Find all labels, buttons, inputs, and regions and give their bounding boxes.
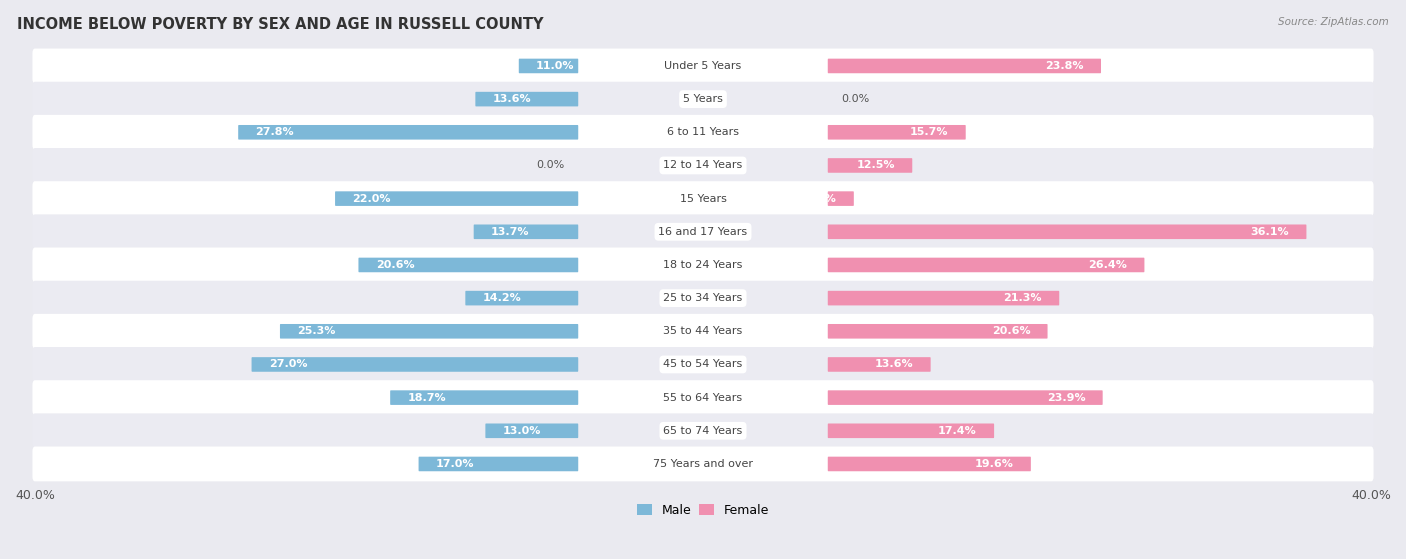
FancyBboxPatch shape: [32, 347, 1374, 382]
FancyBboxPatch shape: [828, 291, 1059, 305]
FancyBboxPatch shape: [32, 49, 1374, 83]
FancyBboxPatch shape: [32, 214, 1374, 249]
FancyBboxPatch shape: [828, 457, 1031, 471]
Text: 17.4%: 17.4%: [938, 426, 977, 436]
Text: 75 Years and over: 75 Years and over: [652, 459, 754, 469]
FancyBboxPatch shape: [828, 424, 994, 438]
Text: 13.7%: 13.7%: [491, 227, 530, 237]
Text: 12.5%: 12.5%: [856, 160, 896, 170]
FancyBboxPatch shape: [335, 191, 578, 206]
Text: Source: ZipAtlas.com: Source: ZipAtlas.com: [1278, 17, 1389, 27]
FancyBboxPatch shape: [32, 181, 1374, 216]
Text: 5 Years: 5 Years: [683, 94, 723, 104]
FancyBboxPatch shape: [391, 390, 578, 405]
FancyBboxPatch shape: [828, 59, 1101, 73]
Text: 6 to 11 Years: 6 to 11 Years: [666, 127, 740, 138]
Text: 36.1%: 36.1%: [1250, 227, 1289, 237]
FancyBboxPatch shape: [828, 390, 1102, 405]
FancyBboxPatch shape: [32, 115, 1374, 150]
FancyBboxPatch shape: [465, 291, 578, 305]
FancyBboxPatch shape: [419, 457, 578, 471]
Text: 16 and 17 Years: 16 and 17 Years: [658, 227, 748, 237]
Text: 35 to 44 Years: 35 to 44 Years: [664, 326, 742, 337]
Text: 25 to 34 Years: 25 to 34 Years: [664, 293, 742, 303]
Text: 0.0%: 0.0%: [842, 94, 870, 104]
FancyBboxPatch shape: [828, 324, 1047, 339]
Text: 18.7%: 18.7%: [408, 392, 446, 402]
FancyBboxPatch shape: [280, 324, 578, 339]
FancyBboxPatch shape: [485, 424, 578, 438]
FancyBboxPatch shape: [828, 191, 853, 206]
FancyBboxPatch shape: [252, 357, 578, 372]
Text: 13.6%: 13.6%: [875, 359, 914, 369]
FancyBboxPatch shape: [32, 380, 1374, 415]
Text: 17.0%: 17.0%: [436, 459, 474, 469]
FancyBboxPatch shape: [32, 281, 1374, 315]
FancyBboxPatch shape: [32, 148, 1374, 183]
Text: 27.0%: 27.0%: [269, 359, 308, 369]
FancyBboxPatch shape: [828, 158, 912, 173]
Text: 13.6%: 13.6%: [492, 94, 531, 104]
Text: 15.7%: 15.7%: [910, 127, 949, 138]
Text: 20.6%: 20.6%: [991, 326, 1031, 337]
Text: 27.8%: 27.8%: [256, 127, 294, 138]
FancyBboxPatch shape: [474, 225, 578, 239]
FancyBboxPatch shape: [828, 225, 1306, 239]
Text: 13.0%: 13.0%: [502, 426, 541, 436]
Legend: Male, Female: Male, Female: [631, 499, 775, 522]
Text: 65 to 74 Years: 65 to 74 Years: [664, 426, 742, 436]
Text: 26.4%: 26.4%: [1088, 260, 1128, 270]
FancyBboxPatch shape: [475, 92, 578, 106]
Text: 0.0%: 0.0%: [536, 160, 564, 170]
Text: 9.0%: 9.0%: [806, 193, 837, 203]
Text: 55 to 64 Years: 55 to 64 Years: [664, 392, 742, 402]
Text: 11.0%: 11.0%: [536, 61, 575, 71]
Text: 25.3%: 25.3%: [297, 326, 336, 337]
FancyBboxPatch shape: [828, 125, 966, 140]
FancyBboxPatch shape: [238, 125, 578, 140]
FancyBboxPatch shape: [32, 82, 1374, 116]
Text: 14.2%: 14.2%: [482, 293, 522, 303]
FancyBboxPatch shape: [359, 258, 578, 272]
Text: 23.9%: 23.9%: [1047, 392, 1085, 402]
Text: Under 5 Years: Under 5 Years: [665, 61, 741, 71]
Text: 12 to 14 Years: 12 to 14 Years: [664, 160, 742, 170]
FancyBboxPatch shape: [32, 413, 1374, 448]
Text: 23.8%: 23.8%: [1045, 61, 1084, 71]
Text: 22.0%: 22.0%: [353, 193, 391, 203]
FancyBboxPatch shape: [519, 59, 578, 73]
FancyBboxPatch shape: [32, 248, 1374, 282]
FancyBboxPatch shape: [828, 357, 931, 372]
Text: 20.6%: 20.6%: [375, 260, 415, 270]
FancyBboxPatch shape: [828, 258, 1144, 272]
Text: 19.6%: 19.6%: [974, 459, 1014, 469]
Text: 45 to 54 Years: 45 to 54 Years: [664, 359, 742, 369]
Text: 15 Years: 15 Years: [679, 193, 727, 203]
Text: 18 to 24 Years: 18 to 24 Years: [664, 260, 742, 270]
FancyBboxPatch shape: [32, 447, 1374, 481]
Text: 21.3%: 21.3%: [1004, 293, 1042, 303]
Text: INCOME BELOW POVERTY BY SEX AND AGE IN RUSSELL COUNTY: INCOME BELOW POVERTY BY SEX AND AGE IN R…: [17, 17, 543, 32]
FancyBboxPatch shape: [32, 314, 1374, 349]
